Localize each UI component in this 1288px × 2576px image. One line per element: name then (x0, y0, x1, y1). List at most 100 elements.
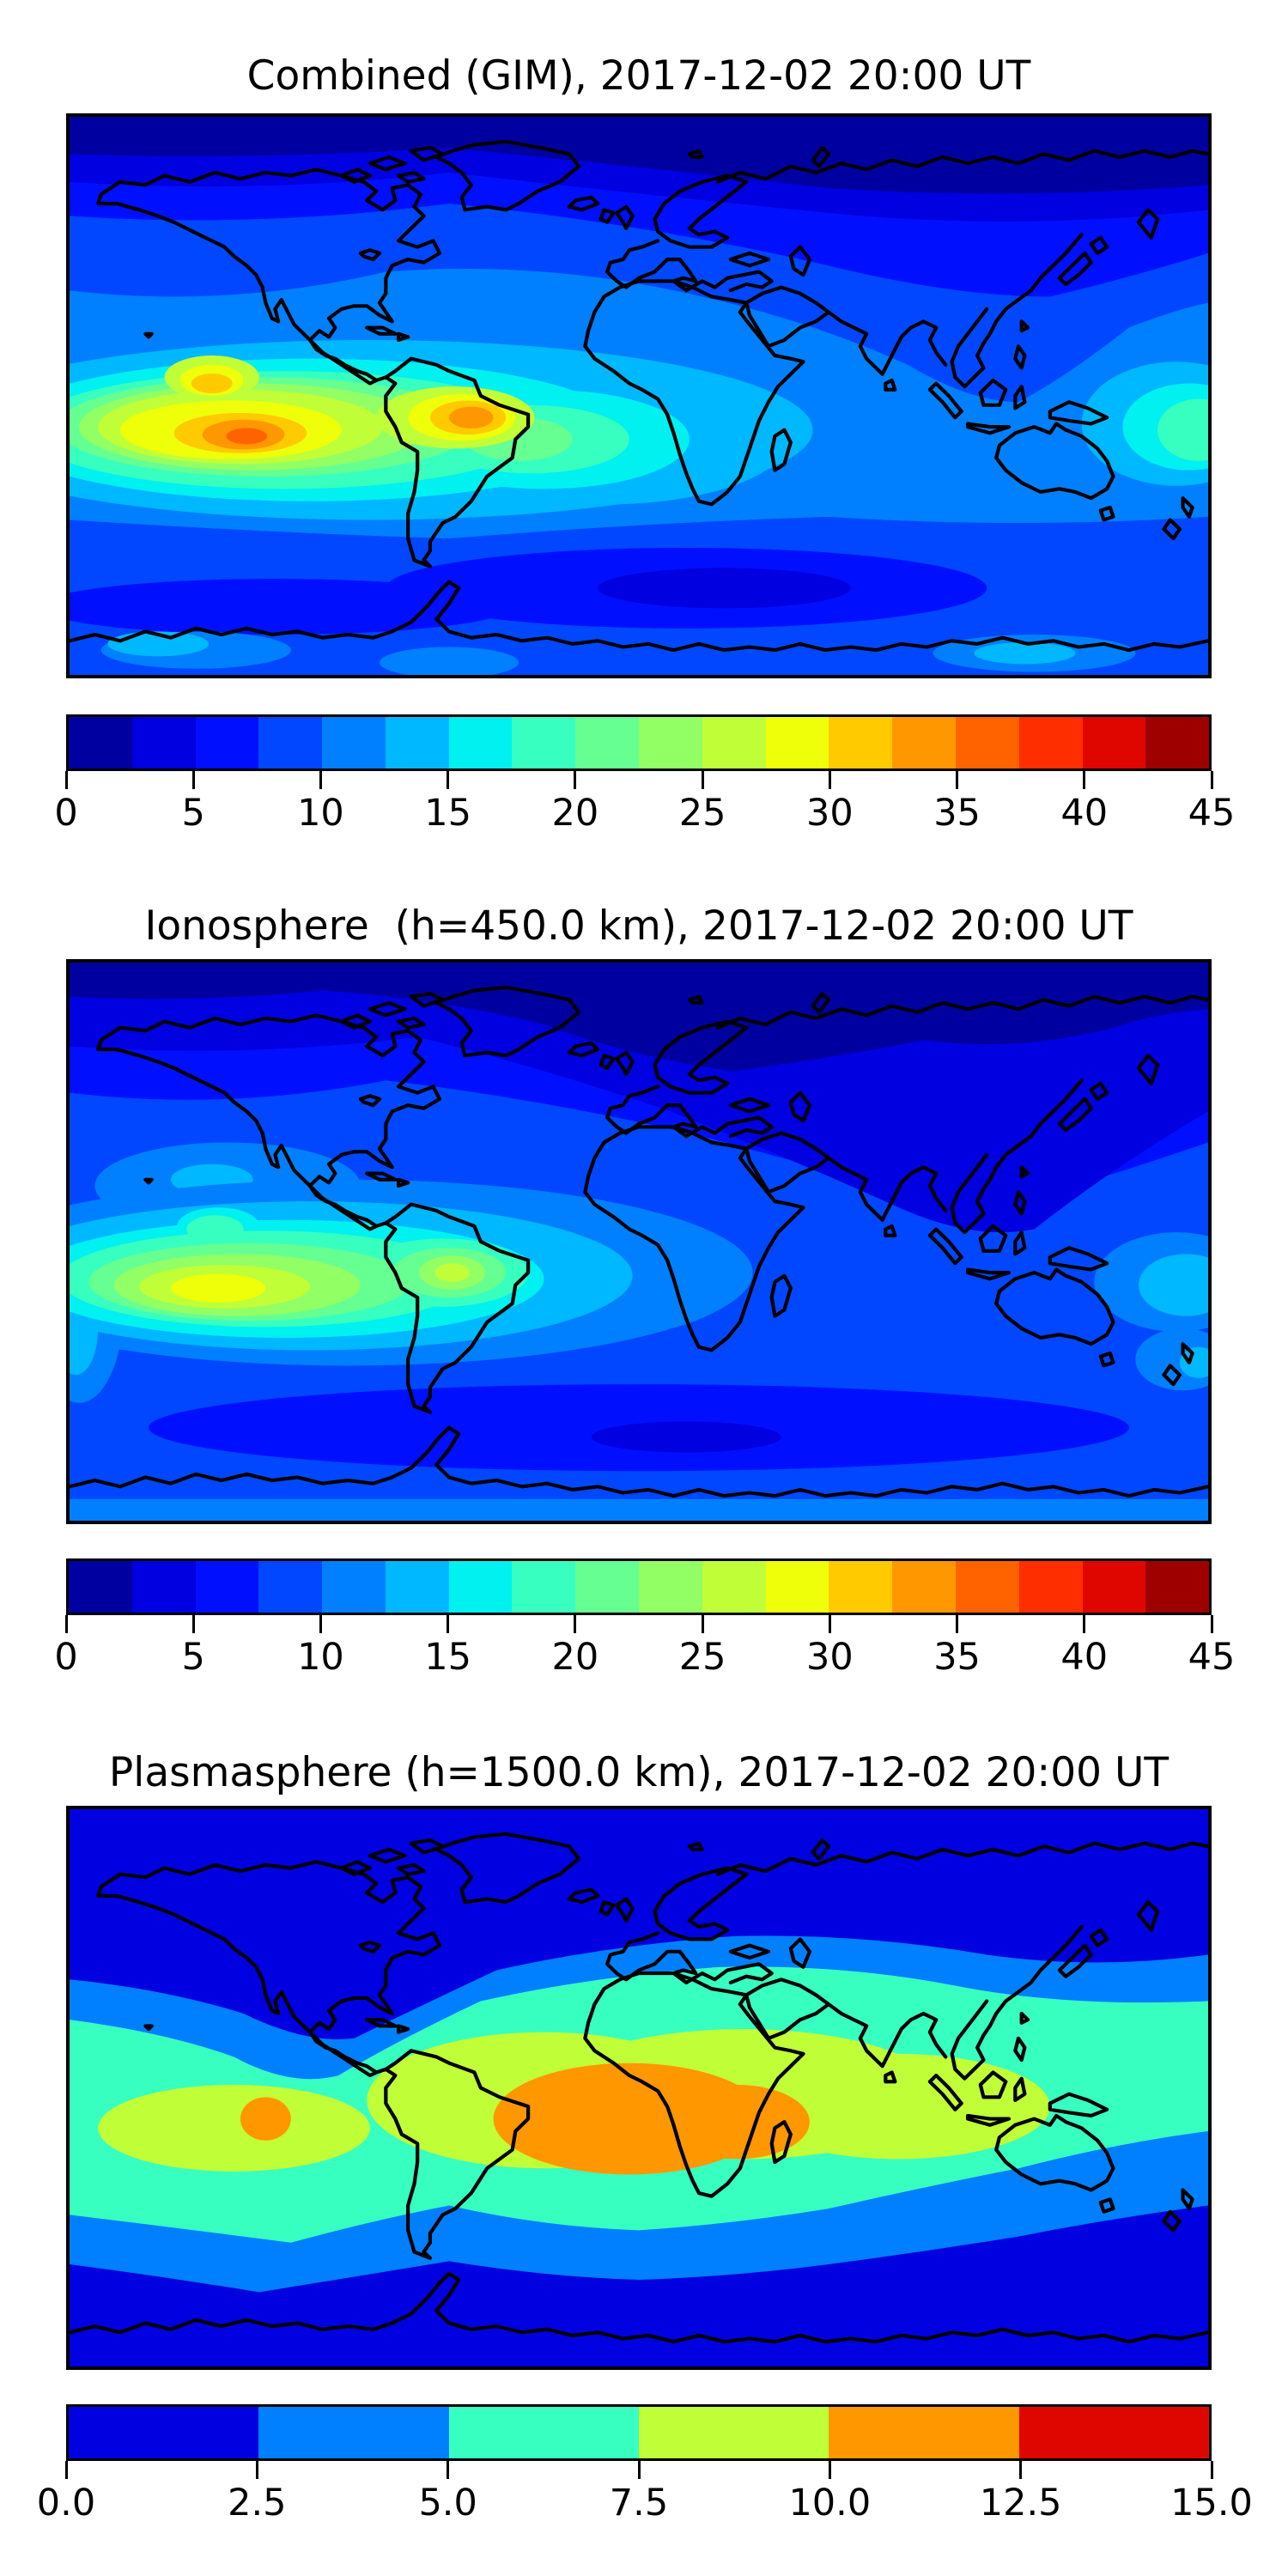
colorbar-tick-label: 40 (1060, 792, 1109, 835)
colorbar-tick (574, 1615, 577, 1633)
colorbar-segment (448, 717, 513, 769)
colorbar-segment (955, 1561, 1019, 1613)
colorbar-segment (195, 717, 259, 769)
colorbar-tick (319, 1615, 322, 1633)
contour-field (70, 963, 1208, 1521)
colorbar-tick (64, 771, 68, 789)
contour-region (70, 963, 1208, 1072)
contour-region (170, 1273, 266, 1303)
map-plasmasphere (66, 1806, 1212, 2370)
colorbar-tick-label: 15.0 (1170, 2482, 1253, 2524)
colorbar-combined (66, 714, 1212, 771)
colorbar-tick (255, 2461, 258, 2479)
colorbar-segment (829, 1561, 893, 1613)
colorbar-segment (385, 717, 449, 769)
colorbar-tick-label: 10.0 (788, 2482, 872, 2524)
colorbar-segment (639, 717, 702, 769)
colorbar-segment (1145, 717, 1210, 769)
colorbar-tick (1210, 2461, 1213, 2479)
colorbar-segment (258, 717, 323, 769)
contour-region (1157, 398, 1208, 461)
colorbar-segment (702, 1561, 766, 1613)
colorbar-segment (575, 717, 640, 769)
contour-region (379, 647, 519, 675)
colorbar-tick (828, 1615, 831, 1633)
colorbar-segment (829, 717, 893, 769)
colorbar-tick-label: 30 (805, 1636, 854, 1679)
colorbar-tick-label: 45 (1188, 792, 1236, 835)
colorbar-segment (1082, 717, 1146, 769)
contour-region (70, 117, 1208, 194)
colorbar-tick-label: 15 (424, 792, 472, 835)
contour-region (226, 428, 268, 445)
colorbar-segment (575, 1561, 640, 1613)
colorbar-plasmasphere (66, 2404, 1212, 2461)
contour-region (240, 2097, 291, 2141)
colorbar-segment (69, 717, 132, 769)
colorbar-tick (1210, 771, 1213, 789)
colorbar-tick-label: 30 (805, 792, 854, 835)
colorbar-tick (319, 771, 322, 789)
colorbar-tick (956, 771, 959, 789)
colorbar-tick (701, 771, 704, 789)
colorbar-tick (828, 2461, 831, 2479)
colorbar-segment (1018, 717, 1083, 769)
contour-region (191, 374, 233, 394)
colorbar-tick-label: 10 (297, 1636, 344, 1679)
colorbar-tick (1210, 1615, 1213, 1633)
colorbar-segment (322, 717, 386, 769)
colorbar-tick-label: 10 (297, 792, 344, 835)
colorbar-tick-label: 7.5 (609, 2482, 669, 2524)
colorbar-segment (512, 1561, 576, 1613)
colorbar-segment (702, 717, 766, 769)
colorbar-tick-label: 20 (551, 792, 599, 835)
colorbar-segment (1082, 1561, 1146, 1613)
colorbar-tick (447, 771, 450, 789)
contour-region (1179, 1346, 1208, 1378)
colorbar-segment (892, 717, 956, 769)
colorbar-segment (69, 1561, 132, 1613)
colorbar-segment (1018, 2407, 1209, 2458)
colorbar-tick-label: 0 (54, 1636, 78, 1679)
colorbar-tick (828, 771, 831, 789)
colorbar-tick (447, 1615, 450, 1633)
colorbar-tick (574, 771, 577, 789)
contour-region (186, 1215, 244, 1243)
contour-region (598, 568, 851, 609)
colorbar-ionosphere (66, 1558, 1212, 1615)
colorbar-segment (131, 717, 196, 769)
colorbar-segment (258, 2407, 449, 2458)
colorbar-tick (637, 2461, 641, 2479)
colorbar-tick (956, 1615, 959, 1633)
colorbar-tick-label: 35 (933, 1636, 981, 1679)
contour-region (449, 406, 494, 428)
colorbar-tick (64, 2461, 68, 2479)
coastlines (70, 139, 1208, 653)
panel-title-combined: Combined (GIM), 2017-12-02 20:00 UT (246, 52, 1031, 100)
contour-region (98, 2084, 370, 2172)
colorbar-tick-label: 5 (181, 1636, 205, 1679)
colorbar-tick-label: 5.0 (418, 2482, 477, 2524)
colorbar-tick (64, 1615, 68, 1633)
contour-region (434, 1263, 470, 1282)
colorbar-segment (385, 1561, 449, 1613)
colorbar-segment (829, 2407, 1019, 2458)
colorbar-tick-label: 12.5 (979, 2482, 1062, 2524)
colorbar-tick-label: 35 (933, 792, 981, 835)
colorbar-tick-label: 5 (181, 792, 205, 835)
coastlines (70, 1832, 1208, 2344)
colorbar-segment (448, 1561, 513, 1613)
panel-title-plasmasphere: Plasmasphere (h=1500.0 km), 2017-12-02 2… (108, 1749, 1170, 1796)
colorbar-segment (258, 1561, 323, 1613)
map-ionosphere (66, 959, 1212, 1524)
contour-region (746, 2053, 1050, 2160)
panel-title-ionosphere: Ionosphere (h=450.0 km), 2017-12-02 20:0… (144, 902, 1133, 950)
colorbar-tick-label: 25 (678, 1636, 726, 1679)
colorbar-segment (638, 2407, 829, 2458)
colorbar-segment (892, 1561, 956, 1613)
colorbar-tick (1083, 771, 1086, 789)
coastlines (70, 985, 1208, 1498)
colorbar-segment (131, 1561, 196, 1613)
contour-region (974, 642, 1076, 665)
colorbar-segment (448, 2407, 639, 2458)
